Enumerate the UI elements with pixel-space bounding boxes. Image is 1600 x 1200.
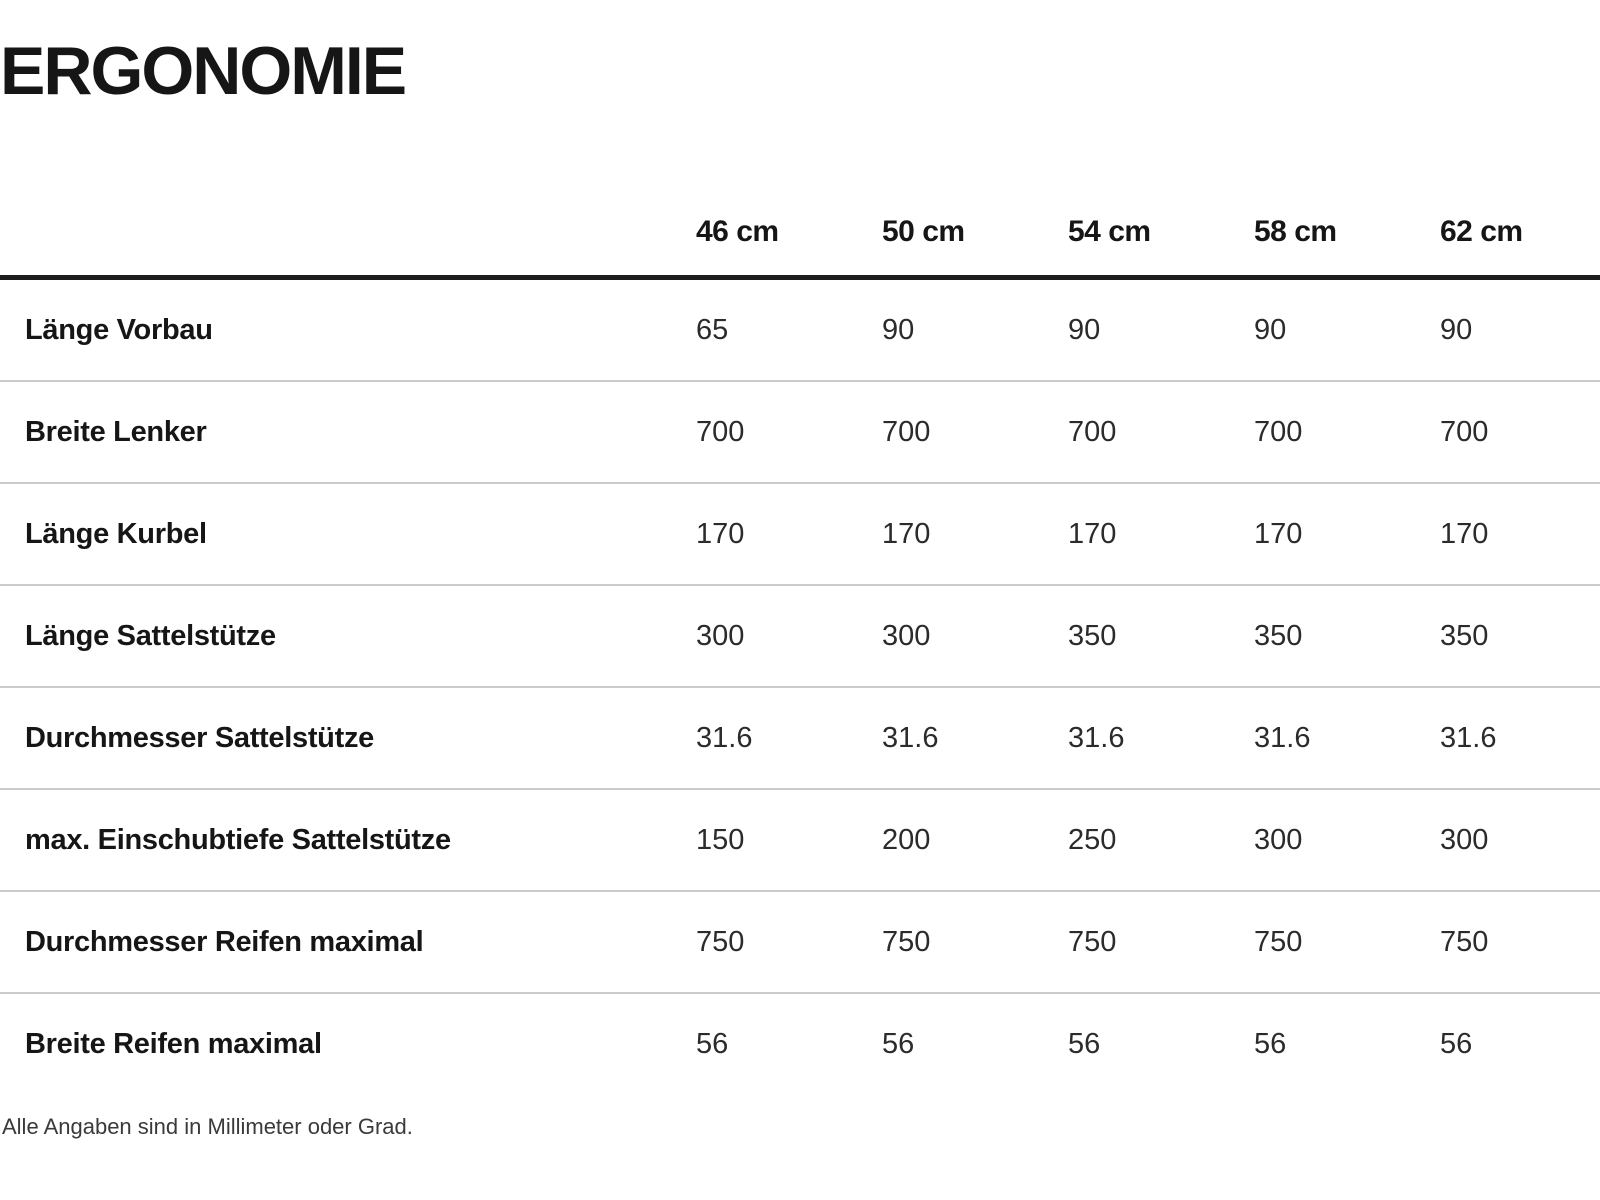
- cell-value: 65: [696, 313, 729, 346]
- cell-value: 90: [1068, 313, 1101, 346]
- cell-value: 750: [696, 925, 745, 958]
- size-header-row: 46 cm 50 cm 54 cm 58 cm 62 cm: [0, 106, 1600, 275]
- table-row: Durchmesser Sattelstütze 31.6 31.6 31.6 31.6…: [0, 688, 1600, 790]
- cell-value: 700: [1440, 415, 1489, 448]
- cell-value: 200: [882, 823, 931, 856]
- column-header-46-cm: 46 cm: [696, 215, 779, 248]
- cell-value: 90: [1254, 313, 1287, 346]
- cell-value: 300: [696, 619, 745, 652]
- row-label: Breite Reifen maximal: [25, 1027, 322, 1060]
- units-footnote: Alle Angaben sind in Millimeter oder Gra…: [2, 1114, 413, 1139]
- cell-value: 170: [1440, 517, 1489, 550]
- cell-value: 56: [882, 1027, 915, 1060]
- row-label: Breite Lenker: [25, 415, 207, 448]
- table-row: Breite Lenker 700 700 700 700 700: [0, 382, 1600, 484]
- cell-value: 700: [696, 415, 745, 448]
- table-row: Länge Vorbau 65 90 90 90 90: [0, 280, 1600, 382]
- cell-value: 350: [1068, 619, 1117, 652]
- cell-value: 56: [1068, 1027, 1101, 1060]
- cell-value: 350: [1440, 619, 1489, 652]
- cell-value: 750: [1068, 925, 1117, 958]
- cell-value: 31.6: [1254, 721, 1311, 754]
- cell-value: 750: [1440, 925, 1489, 958]
- cell-value: 700: [1068, 415, 1117, 448]
- table-row: Durchmesser Reifen maximal 750 750 750 750 75…: [0, 892, 1600, 994]
- cell-value: 56: [1440, 1027, 1473, 1060]
- page-title: ERGONOMIE: [0, 33, 407, 109]
- cell-value: 150: [696, 823, 745, 856]
- column-header-50-cm: 50 cm: [882, 215, 965, 248]
- spec-table: Länge Vorbau 65 90 90 90 90 Breite Lenker 700 70…: [0, 275, 1600, 1094]
- column-header-62-cm: 62 cm: [1440, 215, 1523, 248]
- cell-value: 31.6: [696, 721, 753, 754]
- cell-value: 300: [1254, 823, 1303, 856]
- row-label: max. Einschubtiefe Sattelstütze: [25, 823, 451, 856]
- cell-value: 90: [882, 313, 915, 346]
- cell-value: 170: [1254, 517, 1303, 550]
- column-header-54-cm: 54 cm: [1068, 215, 1151, 248]
- cell-value: 700: [882, 415, 931, 448]
- row-label: Länge Kurbel: [25, 517, 207, 550]
- cell-value: 56: [696, 1027, 729, 1060]
- cell-value: 170: [696, 517, 745, 550]
- table-row: Länge Sattelstütze 300 300 350 350 350: [0, 586, 1600, 688]
- table-row: Breite Reifen maximal 56 56 56 56 56: [0, 994, 1600, 1094]
- cell-value: 750: [1254, 925, 1303, 958]
- row-label: Länge Sattelstütze: [25, 619, 276, 652]
- table-row: max. Einschubtiefe Sattelstütze 150 200 250…: [0, 790, 1600, 892]
- cell-value: 31.6: [1440, 721, 1497, 754]
- cell-value: 350: [1254, 619, 1303, 652]
- row-label: Durchmesser Reifen maximal: [25, 925, 424, 958]
- cell-value: 90: [1440, 313, 1473, 346]
- cell-value: 170: [1068, 517, 1117, 550]
- cell-value: 170: [882, 517, 931, 550]
- row-label: Durchmesser Sattelstütze: [25, 721, 374, 754]
- column-header-58-cm: 58 cm: [1254, 215, 1337, 248]
- table-row: Länge Kurbel 170 170 170 170 170: [0, 484, 1600, 586]
- cell-value: 300: [882, 619, 931, 652]
- cell-value: 31.6: [1068, 721, 1125, 754]
- cell-value: 56: [1254, 1027, 1287, 1060]
- cell-value: 750: [882, 925, 931, 958]
- cell-value: 700: [1254, 415, 1303, 448]
- row-label: Länge Vorbau: [25, 313, 213, 346]
- cell-value: 250: [1068, 823, 1117, 856]
- cell-value: 300: [1440, 823, 1489, 856]
- cell-value: 31.6: [882, 721, 939, 754]
